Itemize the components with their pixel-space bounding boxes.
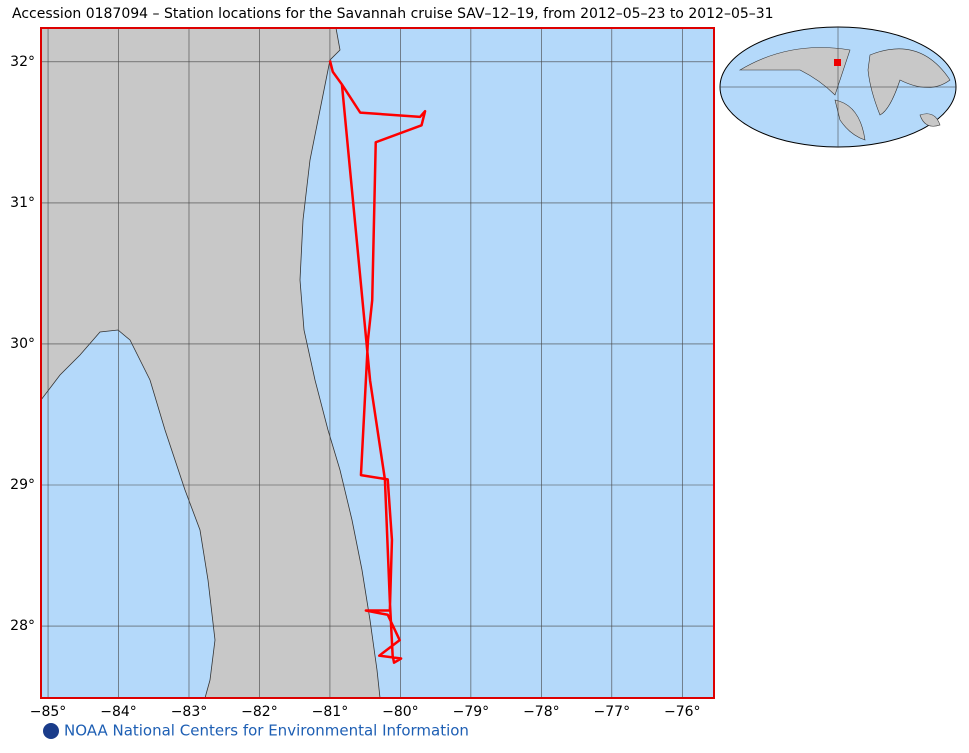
track-layer [328,60,427,664]
inset-globe [719,26,957,148]
x-tick-label: −82° [241,704,278,720]
cruise-track [328,60,427,664]
y-tick-label: 28° [10,618,35,634]
x-tick-label: −81° [312,704,349,720]
y-tick-label: 31° [10,195,35,211]
grid [41,28,714,698]
y-tick-label: 32° [10,54,35,70]
x-tick-label: −80° [382,704,419,720]
x-tick-label: −76° [664,704,701,720]
x-tick-label: −83° [171,704,208,720]
y-tick-label: 29° [10,477,35,493]
footer-credit: NOAA National Centers for Environmental … [64,722,469,740]
x-tick-label: −84° [100,704,137,720]
map-frame [40,27,715,699]
x-tick-label: −77° [594,704,631,720]
y-tick-label: 30° [10,336,35,352]
land [40,27,381,699]
noaa-logo [43,723,59,739]
x-tick-label: −78° [523,704,560,720]
x-tick-label: −85° [30,704,67,720]
map-title: Accession 0187094 – Station locations fo… [12,6,774,22]
x-tick-label: −79° [453,704,490,720]
